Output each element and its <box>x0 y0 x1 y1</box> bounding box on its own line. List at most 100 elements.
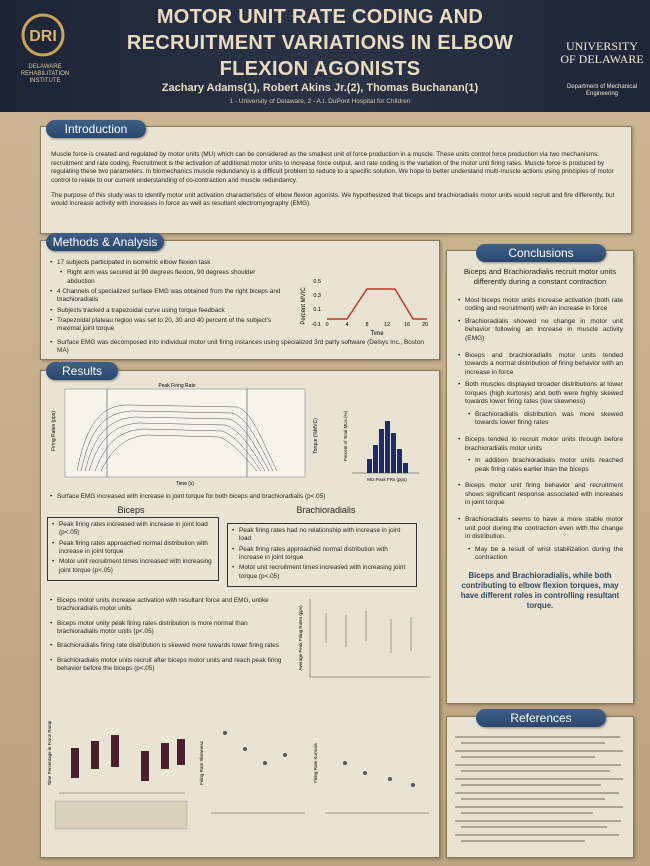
error-bars <box>325 611 412 653</box>
bullet: Brachioradialis motor units recruit afte… <box>49 657 289 674</box>
group-title: Brachioradialis <box>296 505 356 515</box>
conclusions-box: Biceps and Brachioradialis recruit motor… <box>446 250 634 704</box>
conclusions-body: Biceps and Brachioradialis recruit motor… <box>457 267 623 611</box>
logo-graphic: DRI <box>21 13 65 57</box>
x-tick-label: 20 <box>422 322 428 328</box>
y-tick-label: 0.1 <box>313 307 321 313</box>
y-tick-label: 0.3 <box>313 293 321 299</box>
skew-points <box>223 731 287 765</box>
bullet: Biceps motor units increase activation w… <box>49 597 289 614</box>
references-box <box>446 716 634 858</box>
bullet: Motor unit recruitment times increased w… <box>51 558 215 575</box>
box <box>141 751 149 781</box>
axis-label: Average Peak Firing Rates (pps) <box>298 605 303 671</box>
bullet: Brachioradialis distribution was more sk… <box>467 411 623 428</box>
box <box>91 741 99 769</box>
bullet: Brachioradialis firing rate distribution… <box>49 642 289 651</box>
kurtosis-points <box>343 761 415 787</box>
department: Department of Mechanical Engineering <box>566 84 638 98</box>
axis-label: Torque (%MVC) <box>313 418 319 454</box>
biceps-box: Peak firing rates increased with increas… <box>47 517 219 581</box>
trace <box>94 428 262 472</box>
bullet: Biceps and brachioradialis motor units t… <box>457 352 623 378</box>
axis-label: Percent of Total MUs (%) <box>343 411 348 461</box>
bullet: Subjects tracked a trapezoidal curve usi… <box>49 307 284 316</box>
box <box>161 743 169 769</box>
trace <box>100 434 258 472</box>
paragraph: Muscle force is created and regulated by… <box>51 151 614 184</box>
hist-bar <box>385 421 390 473</box>
figure-title: Peak Firing Rate <box>158 383 195 389</box>
bullet: Peak firing rates had no relationship wi… <box>231 527 413 544</box>
bullet: May be a result of wrist stabilization d… <box>467 546 623 563</box>
x-tick-label: 12 <box>384 322 390 328</box>
closing: Biceps and Brachioradialis, while both c… <box>460 570 620 611</box>
bullet: Motor unit recruitment times increased w… <box>231 564 413 581</box>
reference-lines <box>455 736 623 842</box>
point <box>343 761 347 765</box>
trace <box>88 422 266 472</box>
section-heading: Introduction <box>46 120 146 138</box>
bullet: Biceps motor unity peak firing rates dis… <box>49 620 289 637</box>
bullet: Biceps tended to recruit motor units thr… <box>457 436 623 453</box>
x-tick-label: 8 <box>365 322 368 328</box>
hist-bar <box>379 429 384 473</box>
title-line: FLEXION AGONISTS <box>219 58 421 80</box>
point <box>411 783 415 787</box>
box <box>71 748 79 778</box>
affiliations: 1 - University of Delaware, 2 - A.I. DuP… <box>229 98 411 105</box>
logo-right: UNIVERSITY OF DELAWARE <box>560 39 644 66</box>
axis-label: Time Percentage in Force Ramp <box>47 720 52 785</box>
bullet: Surface EMG increased with increase in j… <box>49 493 437 502</box>
paragraph: The purpose of this study was to identif… <box>51 191 615 208</box>
logo-ring <box>21 13 65 57</box>
results-bullets: Biceps motor units increase activation w… <box>49 597 289 675</box>
axis-label: Firing Rates (pps) <box>51 411 57 451</box>
section-heading: Conclusions <box>476 244 606 262</box>
point <box>283 753 287 757</box>
axis-label: Firing Rate Kurtosis <box>313 742 318 782</box>
plot-area <box>64 388 306 478</box>
y-tick-label: 0.5 <box>313 279 321 285</box>
box-plots <box>71 735 185 781</box>
title-line: RECRUITMENT VARIATIONS IN ELBOW <box>126 32 514 54</box>
trace <box>80 410 274 472</box>
y-tick-label: -0.1 <box>312 322 321 328</box>
hist-bar <box>367 459 372 473</box>
group-title: Biceps <box>117 505 145 515</box>
bullet: 17 subjects participated in isometric el… <box>49 259 284 268</box>
logo-caption: DELAWARE REHABILITATION INSTITUTE <box>20 64 70 85</box>
point <box>363 771 367 775</box>
section-heading: Methods & Analysis <box>46 233 164 251</box>
avg-peak-chart: Average Peak Firing Rates (pps) <box>298 599 430 678</box>
brachioradialis-box: Peak firing rates had no relationship wi… <box>227 523 417 587</box>
bullet: Peak firing rates increased with increas… <box>51 521 215 538</box>
bullet: Both muscles displayed broader distribut… <box>457 381 623 407</box>
hist-bar <box>373 445 378 473</box>
bullet: Right arm was secured at 90 degrees flex… <box>59 269 284 286</box>
section-heading: Results <box>46 362 118 380</box>
hist-bar <box>391 433 396 473</box>
results-figure: Firing Rates (pps) Peak Firing Rate Time… <box>51 383 419 487</box>
trace <box>84 416 270 472</box>
box <box>111 735 119 767</box>
trapezoid-curve <box>327 288 427 320</box>
axis-label: Firing Rate Skewness <box>199 740 204 785</box>
caption-box <box>54 800 188 830</box>
bullet: Biceps motor unit firing behavior and re… <box>457 482 623 508</box>
lead: Biceps and Brachioradialis recruit motor… <box>463 267 617 286</box>
x-tick-label: 0 <box>325 322 328 328</box>
axis-label: Time (s) <box>176 481 194 487</box>
bullet: Surface EMG was decomposed into individu… <box>49 339 437 356</box>
bullet: Most biceps motor units increase activat… <box>457 297 623 314</box>
distribution-charts: Time Percentage in Force Ramp Firing Rat… <box>47 720 429 830</box>
hist-bar <box>397 449 402 473</box>
bullet: Peak firing rates approached normal dist… <box>51 540 215 557</box>
bullet: 4 Channels of specialized surface EMG wa… <box>49 288 284 305</box>
hist-bar <box>403 463 408 473</box>
firing-traces <box>76 404 278 472</box>
axis-label: MU Peak FRs (pps) <box>367 477 407 482</box>
title-line: MOTOR UNIT RATE CODING AND <box>156 6 484 28</box>
trace <box>76 404 278 472</box>
